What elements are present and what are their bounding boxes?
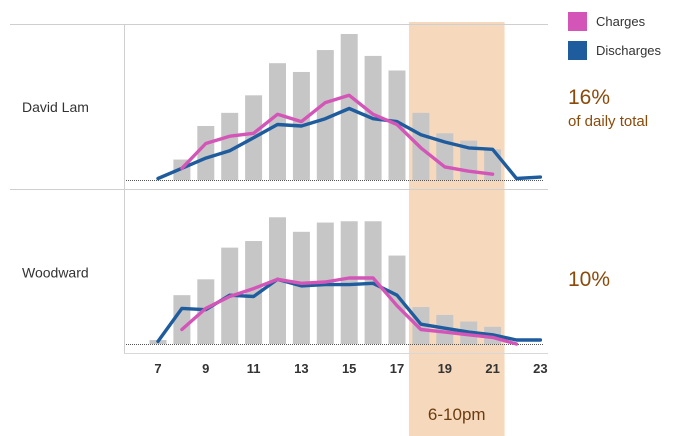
panel-percent: 10%	[568, 268, 610, 291]
legend-swatch	[568, 12, 587, 31]
x-tick-label: 17	[390, 361, 404, 376]
highlight-band	[408, 22, 505, 436]
bar	[221, 112, 239, 180]
x-tick-label: 21	[485, 361, 499, 376]
legend-swatch	[568, 41, 587, 60]
bar	[197, 125, 215, 180]
panel-percent-sub: of daily total	[568, 113, 648, 130]
legend-label: Charges	[596, 14, 646, 29]
bar	[316, 50, 334, 181]
x-tick-label: 7	[154, 361, 161, 376]
bar	[245, 241, 263, 344]
highlight-label: 6-10pm	[428, 405, 486, 424]
bar	[340, 221, 358, 344]
bar	[292, 231, 310, 344]
x-tick-label: 9	[202, 361, 209, 376]
x-tick-label: 19	[438, 361, 452, 376]
x-tick-label: 13	[294, 361, 308, 376]
x-tick-label: 23	[533, 361, 547, 376]
charges-line	[180, 93, 495, 176]
x-tick-label: 15	[342, 361, 356, 376]
bar	[388, 255, 406, 344]
bar	[197, 279, 215, 344]
legend-label: Discharges	[596, 43, 662, 58]
bar	[173, 295, 191, 344]
discharges-line	[156, 106, 543, 181]
x-tick-label: 11	[247, 361, 261, 376]
panel-percent: 16%	[568, 86, 610, 109]
bar	[269, 63, 286, 181]
panel-label: David Lam	[22, 99, 89, 115]
charges-line	[180, 276, 519, 346]
panel-label: Woodward	[22, 265, 89, 281]
